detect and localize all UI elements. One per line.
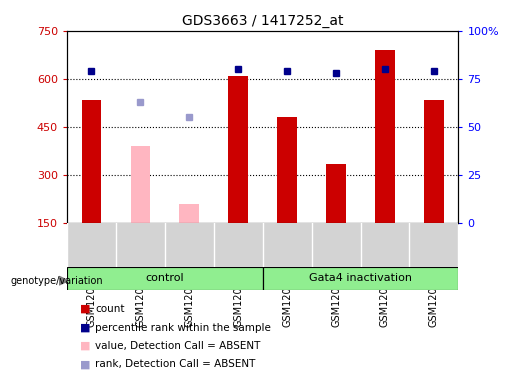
Title: GDS3663 / 1417252_at: GDS3663 / 1417252_at xyxy=(182,14,344,28)
Bar xyxy=(180,204,199,223)
Bar xyxy=(67,267,263,290)
Polygon shape xyxy=(59,276,68,285)
Bar xyxy=(278,117,297,223)
Bar xyxy=(263,267,458,290)
Text: percentile rank within the sample: percentile rank within the sample xyxy=(95,323,271,333)
Text: ■: ■ xyxy=(80,341,90,351)
Text: ■: ■ xyxy=(80,304,90,314)
Text: value, Detection Call = ABSENT: value, Detection Call = ABSENT xyxy=(95,341,261,351)
Bar xyxy=(82,99,101,223)
Text: rank, Detection Call = ABSENT: rank, Detection Call = ABSENT xyxy=(95,359,255,369)
Text: genotype/variation: genotype/variation xyxy=(10,276,103,286)
Bar xyxy=(131,146,150,223)
Bar xyxy=(229,76,248,223)
Text: ■: ■ xyxy=(80,359,90,369)
Bar xyxy=(424,99,444,223)
Bar xyxy=(327,164,346,223)
Text: control: control xyxy=(146,273,184,283)
Text: ■: ■ xyxy=(80,323,90,333)
Text: count: count xyxy=(95,304,125,314)
Bar xyxy=(375,50,395,223)
Text: Gata4 inactivation: Gata4 inactivation xyxy=(309,273,412,283)
